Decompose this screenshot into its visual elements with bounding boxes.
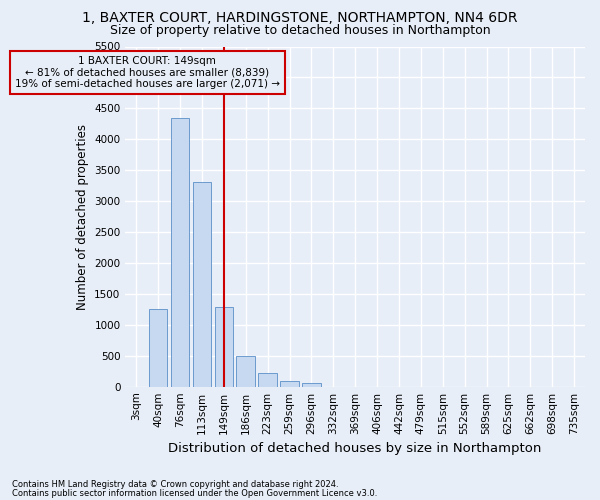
- Bar: [280, 381, 299, 386]
- Text: Contains HM Land Registry data © Crown copyright and database right 2024.: Contains HM Land Registry data © Crown c…: [12, 480, 338, 489]
- Bar: [149, 308, 167, 386]
- X-axis label: Distribution of detached houses by size in Northampton: Distribution of detached houses by size …: [169, 442, 542, 455]
- Bar: [259, 374, 277, 386]
- Bar: [236, 356, 255, 386]
- Bar: [215, 307, 233, 386]
- Text: 1 BAXTER COURT: 149sqm
← 81% of detached houses are smaller (8,839)
19% of semi-: 1 BAXTER COURT: 149sqm ← 81% of detached…: [15, 56, 280, 89]
- Text: 1, BAXTER COURT, HARDINGSTONE, NORTHAMPTON, NN4 6DR: 1, BAXTER COURT, HARDINGSTONE, NORTHAMPT…: [82, 11, 518, 25]
- Y-axis label: Number of detached properties: Number of detached properties: [76, 124, 89, 310]
- Bar: [302, 383, 321, 386]
- Text: Contains public sector information licensed under the Open Government Licence v3: Contains public sector information licen…: [12, 489, 377, 498]
- Bar: [171, 118, 190, 386]
- Text: Size of property relative to detached houses in Northampton: Size of property relative to detached ho…: [110, 24, 490, 37]
- Bar: [193, 182, 211, 386]
